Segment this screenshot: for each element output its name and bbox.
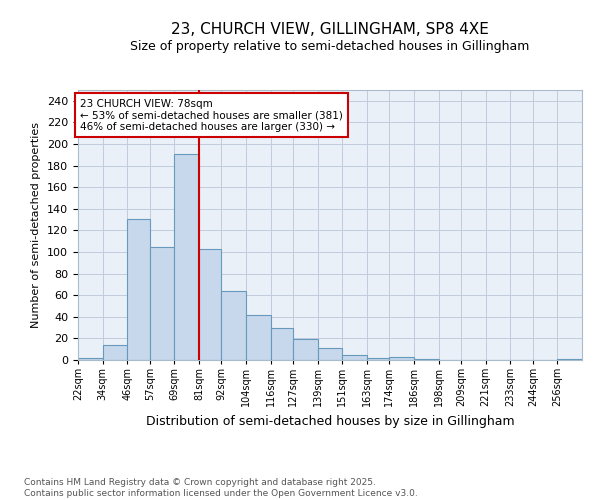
Bar	[342, 354, 367, 360]
Bar	[199, 249, 221, 360]
Bar	[221, 291, 246, 360]
Bar	[271, 328, 293, 360]
Bar	[367, 358, 389, 360]
Y-axis label: Number of semi-detached properties: Number of semi-detached properties	[31, 122, 41, 328]
Bar	[414, 359, 439, 360]
Bar	[150, 246, 174, 360]
Bar	[103, 345, 127, 360]
Bar	[78, 358, 103, 360]
Bar	[389, 357, 414, 360]
Text: Size of property relative to semi-detached houses in Gillingham: Size of property relative to semi-detach…	[130, 40, 530, 53]
X-axis label: Distribution of semi-detached houses by size in Gillingham: Distribution of semi-detached houses by …	[146, 414, 514, 428]
Text: 23, CHURCH VIEW, GILLINGHAM, SP8 4XE: 23, CHURCH VIEW, GILLINGHAM, SP8 4XE	[171, 22, 489, 38]
Text: 23 CHURCH VIEW: 78sqm
← 53% of semi-detached houses are smaller (381)
46% of sem: 23 CHURCH VIEW: 78sqm ← 53% of semi-deta…	[80, 98, 343, 132]
Bar	[174, 154, 199, 360]
Text: Contains HM Land Registry data © Crown copyright and database right 2025.
Contai: Contains HM Land Registry data © Crown c…	[24, 478, 418, 498]
Bar	[293, 340, 318, 360]
Bar	[318, 348, 342, 360]
Bar	[246, 314, 271, 360]
Bar	[127, 218, 150, 360]
Bar	[557, 359, 582, 360]
